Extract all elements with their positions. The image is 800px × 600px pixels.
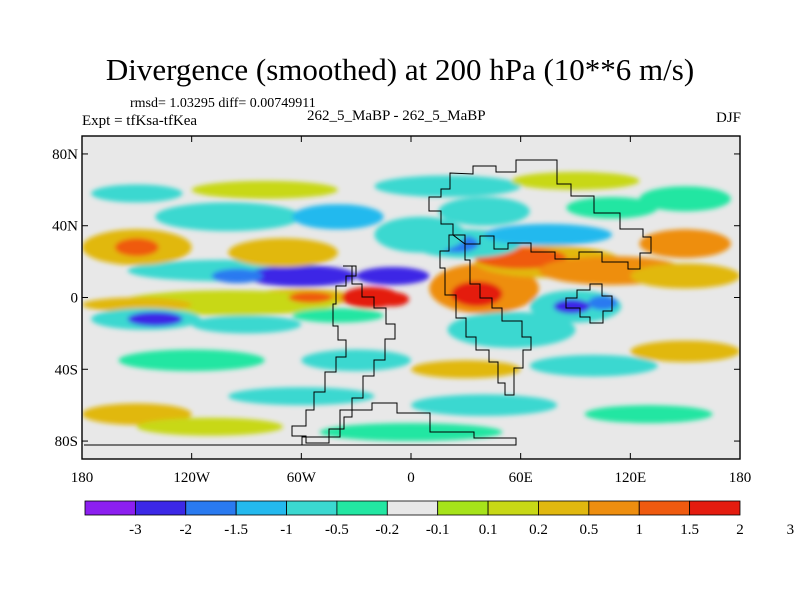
x-tick-label-6: 180 xyxy=(729,470,752,486)
colorbar-swatch-5 xyxy=(336,500,388,516)
colorbar-label-11: 1.5 xyxy=(680,522,699,538)
y-tick-label-4: 80S xyxy=(55,434,78,450)
chart-title: Divergence (smoothed) at 200 hPa (10**6 … xyxy=(105,52,695,87)
field-blob-4 xyxy=(288,292,333,303)
field-blob-35 xyxy=(566,197,658,219)
colorbar-swatch-2 xyxy=(185,500,237,516)
field-blob-37 xyxy=(191,180,338,199)
colorbar-swatch-6 xyxy=(386,500,439,516)
field-blob-17 xyxy=(356,266,430,285)
africa-asia-outline xyxy=(428,159,652,396)
colorbar-swatch-7 xyxy=(437,500,489,516)
colorbar-swatch-11 xyxy=(638,500,691,516)
field-blob-7 xyxy=(451,281,503,307)
y-tick-label-3: 40S xyxy=(55,362,78,378)
field-blob-29 xyxy=(228,238,338,267)
x-tick-label-4: 60E xyxy=(509,470,533,486)
colorbar-label-8: 0.2 xyxy=(529,522,548,538)
field-blob-50 xyxy=(319,423,503,442)
x-tick-label-1: 120W xyxy=(173,470,211,486)
field-blob-34 xyxy=(292,204,384,230)
colorbar-label-12: 2 xyxy=(736,522,744,538)
rmsd-diff-stats: rmsd= 1.03295 diff= 0.00749911 xyxy=(130,96,316,111)
colorbar-swatch-1 xyxy=(134,500,187,516)
y-tick-label-0: 80N xyxy=(52,147,78,163)
field-blob-2 xyxy=(376,292,410,307)
field-blob-16 xyxy=(246,265,357,287)
field-blob-48 xyxy=(82,403,192,425)
colorbar-label-7: 0.1 xyxy=(479,522,498,538)
colorbar-swatch-9 xyxy=(538,500,590,516)
field-blob-41 xyxy=(301,349,411,372)
colorbar-swatch-12 xyxy=(689,500,741,516)
field-blob-28 xyxy=(114,238,159,257)
x-tick-label-3: 0 xyxy=(407,470,415,486)
x-tick-label-2: 60W xyxy=(287,470,317,486)
colorbar-label-2: -1.5 xyxy=(224,522,248,538)
field-blob-42 xyxy=(411,360,521,379)
colorbar-label-4: -0.5 xyxy=(325,522,349,538)
field-blob-30 xyxy=(438,197,530,226)
field-blob-18 xyxy=(211,268,263,284)
field-blob-21 xyxy=(191,315,302,334)
experiment-label: Expt = tfKsa-tfKea xyxy=(82,113,198,129)
colorbar-swatch-10 xyxy=(588,500,640,516)
field-blob-14 xyxy=(588,295,618,311)
colorbar-swatch-8 xyxy=(487,500,539,516)
y-tick-label-1: 40N xyxy=(52,219,78,235)
x-tick-label-5: 120E xyxy=(614,470,646,486)
y-tick-label-2: 0 xyxy=(71,291,79,307)
field-blob-32 xyxy=(639,229,731,259)
field-blob-44 xyxy=(118,349,265,372)
season-label: DJF xyxy=(715,110,741,126)
colorbar-label-5: -0.2 xyxy=(375,522,399,538)
field-blob-31 xyxy=(374,216,466,253)
field-blob-11 xyxy=(630,263,740,289)
colorbar-label-6: -0.1 xyxy=(426,522,450,538)
field-blob-39 xyxy=(91,184,183,203)
field-blob-5 xyxy=(82,297,192,312)
field-blob-51 xyxy=(136,417,284,436)
field-blob-23 xyxy=(447,311,576,348)
colorbar-label-9: 0.5 xyxy=(579,522,598,538)
x-tick-label-0: 180 xyxy=(71,470,94,486)
field-blob-47 xyxy=(411,394,558,416)
colorbar-label-10: 1 xyxy=(635,522,643,538)
colorbar-swatch-0 xyxy=(84,500,136,516)
field-blob-20 xyxy=(127,311,183,327)
run-comparison-label: 262_5_MaBP - 262_5_MaBP xyxy=(307,108,486,124)
colorbar-label-0: -3 xyxy=(129,522,142,538)
field-blob-45 xyxy=(630,340,740,363)
field-blob-40 xyxy=(511,171,640,190)
field-blob-46 xyxy=(228,387,375,406)
field-blob-43 xyxy=(529,354,658,377)
colorbar-label-3: -1 xyxy=(280,522,293,538)
colorbar-swatch-3 xyxy=(235,500,287,516)
colorbar-label-13: 3 xyxy=(787,522,795,538)
field-blob-49 xyxy=(584,405,713,424)
field-blob-26 xyxy=(484,223,613,246)
field-blob-38 xyxy=(374,175,521,198)
colorbar-label-1: -2 xyxy=(180,522,193,538)
field-blob-36 xyxy=(639,186,731,212)
south-america-outline xyxy=(84,265,517,446)
field-blob-33 xyxy=(155,202,302,232)
colorbar-swatch-4 xyxy=(286,500,338,516)
field-blob-13 xyxy=(553,299,591,314)
field-blob-22 xyxy=(292,308,384,323)
